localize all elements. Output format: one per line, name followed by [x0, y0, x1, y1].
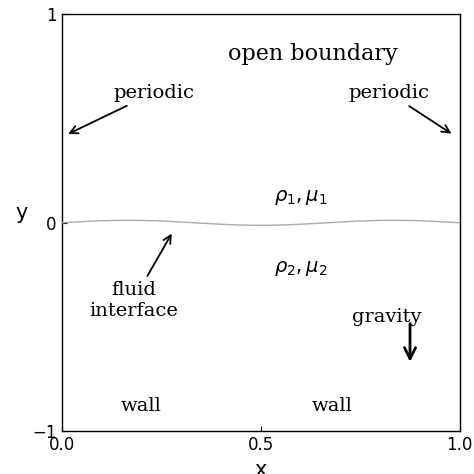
Text: $\rho_2, \mu_2$: $\rho_2, \mu_2$: [274, 259, 327, 278]
X-axis label: x: x: [255, 460, 267, 474]
Text: periodic: periodic: [70, 84, 194, 133]
Text: fluid
interface: fluid interface: [89, 235, 178, 320]
Text: gravity: gravity: [352, 308, 422, 326]
Text: $\rho_1, \mu_1$: $\rho_1, \mu_1$: [274, 188, 327, 207]
Text: wall: wall: [312, 397, 353, 415]
Text: open boundary: open boundary: [228, 44, 397, 65]
Text: periodic: periodic: [348, 84, 450, 133]
Text: wall: wall: [121, 397, 162, 415]
Y-axis label: y: y: [15, 203, 27, 223]
